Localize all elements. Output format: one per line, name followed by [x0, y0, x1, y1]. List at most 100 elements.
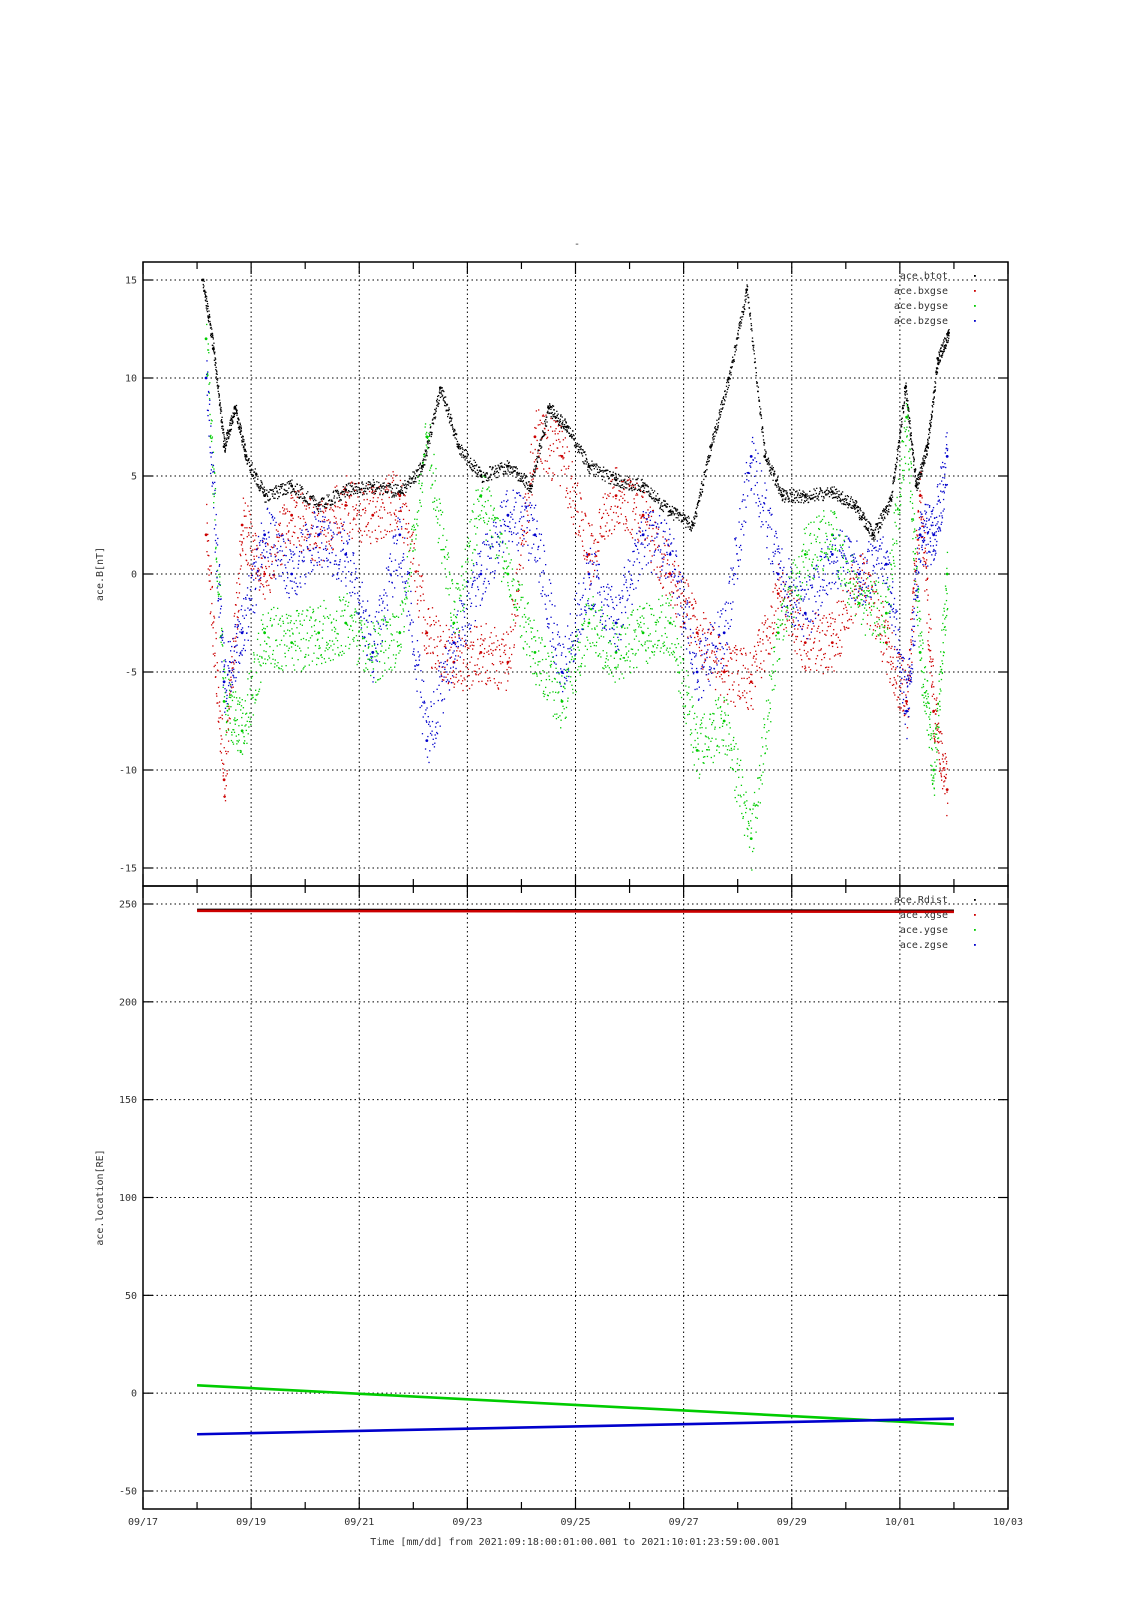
data-sample [923, 455, 925, 457]
data-sample [574, 503, 577, 506]
data-sample [802, 623, 805, 625]
data-sample [906, 399, 908, 401]
data-sample [910, 639, 912, 641]
data-sample [230, 424, 232, 426]
data-sample [839, 655, 841, 657]
data-sample [269, 488, 271, 491]
data-sample [906, 397, 908, 400]
data-sample [717, 671, 719, 673]
data-sample [820, 490, 823, 492]
data-sample [870, 598, 872, 600]
data-sample [413, 547, 415, 549]
data-sample [212, 451, 215, 453]
data-sample [430, 431, 432, 433]
data-sample [557, 425, 560, 427]
data-point [803, 553, 807, 556]
data-sample [924, 590, 926, 592]
data-sample [751, 330, 753, 332]
data-sample [563, 457, 565, 459]
data-sample [217, 585, 219, 587]
data-sample [339, 498, 341, 501]
data-sample [824, 652, 826, 655]
data-sample [727, 381, 730, 384]
data-sample [699, 624, 702, 626]
data-sample [395, 515, 397, 518]
data-sample [277, 485, 280, 487]
data-sample [941, 742, 943, 744]
data-sample [235, 404, 238, 407]
data-sample [278, 524, 281, 527]
data-sample [778, 492, 780, 495]
data-sample [919, 471, 921, 474]
data-sample [607, 535, 609, 537]
data-sample [944, 793, 946, 795]
data-sample [885, 648, 888, 650]
data-sample [826, 621, 829, 623]
data-sample [695, 512, 697, 514]
data-sample [783, 494, 785, 496]
data-sample [535, 427, 537, 430]
data-sample [536, 461, 539, 464]
data-sample [945, 344, 947, 346]
data-sample [656, 546, 659, 548]
data-sample [767, 639, 769, 641]
data-sample [670, 604, 672, 606]
data-sample [263, 571, 265, 573]
data-sample [468, 687, 471, 690]
data-sample [908, 417, 911, 419]
data-sample [843, 627, 846, 629]
data-sample [289, 480, 292, 482]
data-sample [765, 649, 767, 651]
data-sample [863, 561, 865, 564]
data-sample [245, 559, 248, 562]
data-sample [832, 493, 834, 495]
data-sample [319, 564, 321, 566]
data-sample [376, 488, 378, 490]
data-sample [664, 554, 667, 556]
data-sample [857, 505, 859, 508]
data-sample [399, 510, 401, 512]
data-sample [786, 609, 788, 612]
data-sample [267, 560, 270, 562]
data-sample [508, 466, 510, 468]
data-sample [425, 449, 427, 451]
data-sample [553, 473, 556, 476]
data-sample [625, 481, 627, 483]
data-sample [710, 633, 712, 635]
data-sample [789, 489, 792, 491]
data-sample [933, 401, 935, 403]
data-sample [217, 377, 219, 380]
data-sample [649, 492, 651, 494]
data-sample [375, 487, 378, 489]
data-sample [414, 570, 416, 573]
data-sample [332, 491, 334, 494]
data-sample [493, 472, 495, 474]
data-sample [909, 420, 911, 422]
data-sample [846, 498, 848, 500]
data-sample [536, 468, 538, 470]
data-sample [779, 489, 781, 492]
data-sample [216, 381, 218, 384]
data-sample [746, 284, 748, 286]
data-sample [923, 455, 926, 457]
data-sample [575, 533, 577, 535]
data-sample [545, 418, 547, 421]
data-sample [725, 385, 728, 387]
data-sample [733, 360, 735, 362]
data-sample [301, 535, 303, 538]
data-sample [850, 577, 852, 580]
data-sample [522, 529, 524, 532]
data-sample [704, 632, 706, 634]
data-sample [365, 490, 367, 493]
data-sample [851, 570, 853, 572]
data-sample [726, 388, 729, 391]
data-sample [624, 482, 626, 484]
data-sample [685, 526, 687, 529]
data-sample [831, 612, 833, 614]
data-sample [230, 428, 233, 431]
data-sample [216, 702, 218, 704]
data-sample [834, 618, 836, 621]
data-sample [758, 629, 760, 631]
data-sample [780, 495, 783, 498]
data-sample [225, 441, 227, 443]
